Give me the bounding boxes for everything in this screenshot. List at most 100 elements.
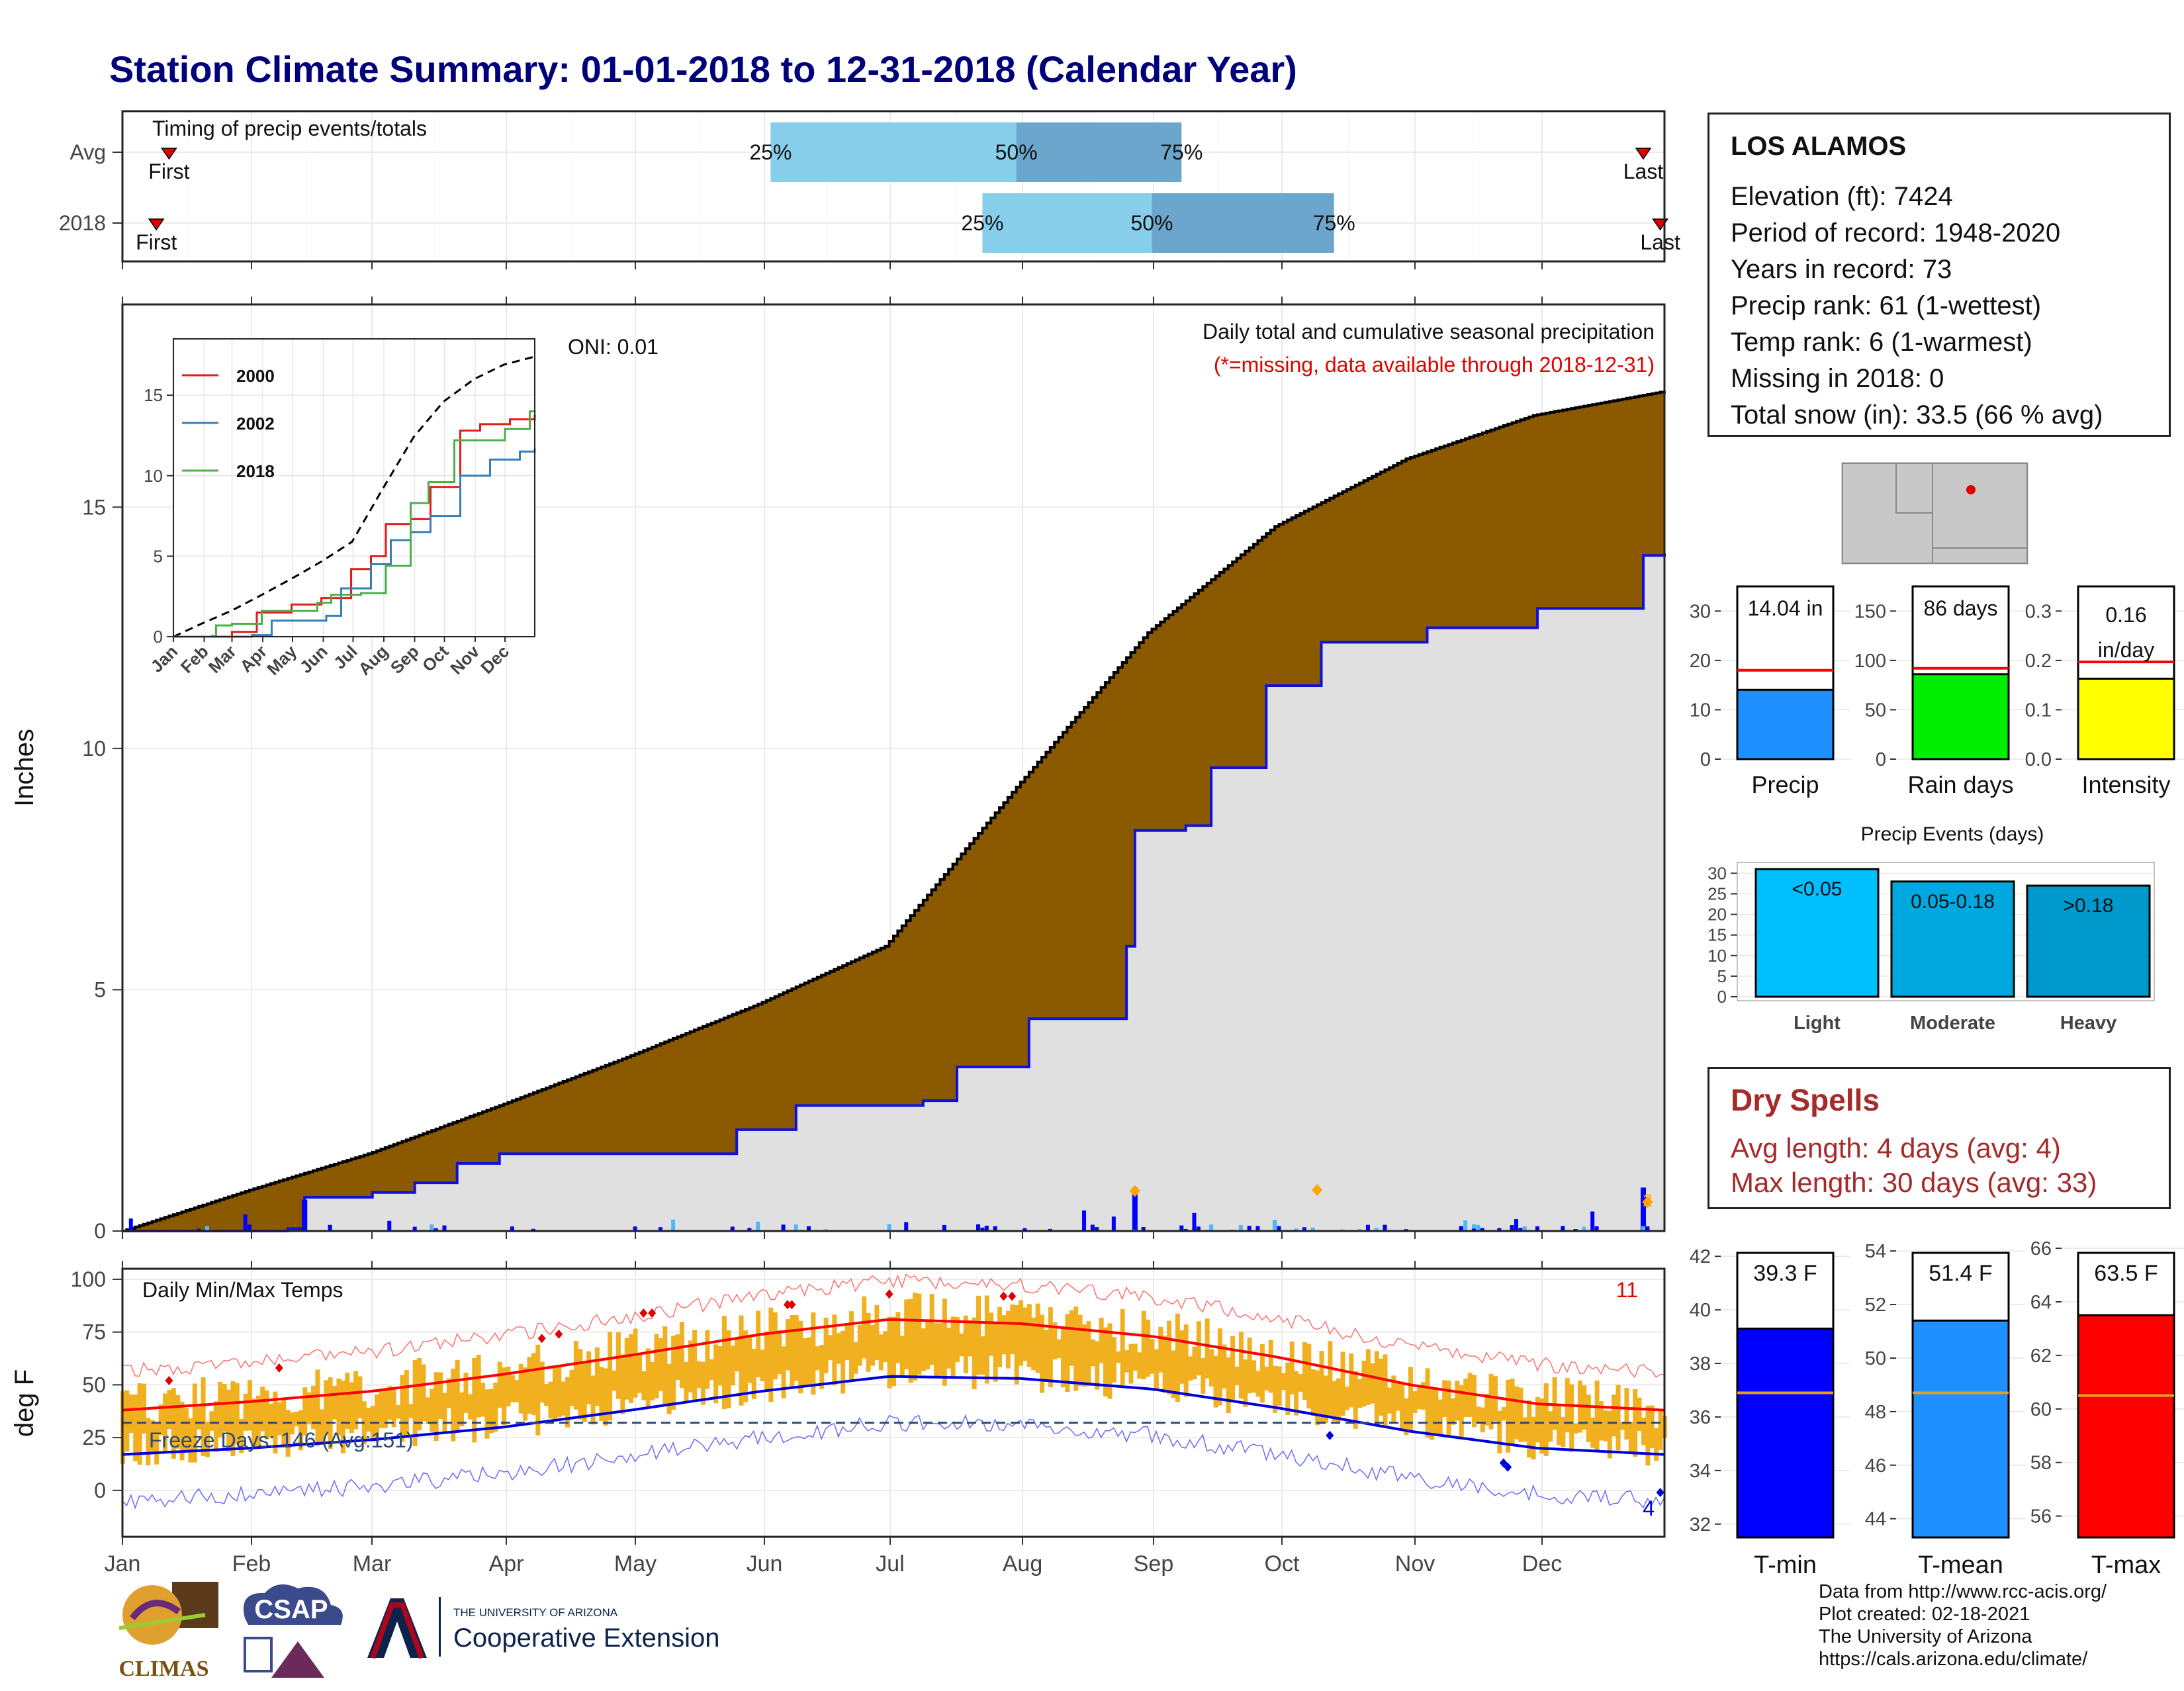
daily-temp-range-bar — [1132, 1344, 1138, 1371]
daily-temp-range-bar — [1222, 1344, 1227, 1389]
daily-temp-range-bar — [544, 1384, 549, 1406]
daily-temp-range-bar — [976, 1295, 981, 1375]
daily-temp-range-bar — [1450, 1398, 1455, 1425]
daily-temp-range-bar — [1353, 1371, 1358, 1429]
daily-temp-range-bar — [747, 1336, 752, 1383]
daily-temp-range-bar — [1238, 1332, 1244, 1399]
uofa-big-text: Cooperative Extension — [453, 1623, 720, 1653]
precip-bar-ytick-label: 0.1 — [2025, 700, 2052, 721]
temp-bar-label: T-mean — [1918, 1551, 2003, 1579]
precip-ytick-label: 10 — [82, 737, 106, 760]
daily-precip-bar — [1179, 1225, 1184, 1231]
daily-temp-range-bar — [328, 1377, 333, 1449]
daily-temp-range-bar — [1543, 1383, 1549, 1457]
timing-bar-50-75 — [1016, 122, 1182, 182]
daily-temp-range-bar — [510, 1375, 515, 1402]
daily-temp-range-bar — [777, 1330, 782, 1375]
dry-spells-title: Dry Spells — [1731, 1083, 1880, 1117]
daily-temp-range-bar — [561, 1381, 566, 1416]
daily-temp-range-bar — [277, 1402, 282, 1436]
daily-temp-range-bar — [315, 1369, 320, 1446]
daily-temp-range-bar — [1255, 1371, 1261, 1397]
daily-temp-range-bar — [1023, 1307, 1028, 1361]
daily-temp-range-bar — [1404, 1398, 1409, 1436]
daily-precip-bar — [1095, 1227, 1099, 1231]
daily-temp-range-bar — [963, 1315, 968, 1373]
daily-temp-range-bar — [1527, 1400, 1532, 1458]
daily-temp-range-bar — [1146, 1319, 1151, 1377]
daily-temp-range-bar — [666, 1363, 672, 1414]
daily-temp-range-bar — [506, 1366, 511, 1406]
daily-temp-range-bar — [1433, 1390, 1439, 1434]
daily-temp-range-bar — [929, 1294, 934, 1365]
precip-bar-ytick-label: 10 — [1690, 700, 1711, 721]
temp-bar-value-label: 63.5 F — [2094, 1261, 2158, 1286]
daily-temp-range-bar — [1484, 1394, 1490, 1426]
timing-first-marker — [148, 218, 165, 231]
daily-temp-range-bar — [302, 1387, 308, 1436]
daily-temp-range-bar — [1628, 1422, 1633, 1454]
precip-bar-label: Intensity — [2081, 771, 2170, 798]
daily-temp-range-bar — [1264, 1366, 1269, 1391]
daily-temp-range-bar — [1014, 1305, 1019, 1385]
daily-temp-range-bar — [1285, 1362, 1291, 1415]
daily-temp-range-bar — [345, 1372, 350, 1430]
precip-panel-border — [121, 303, 1666, 1232]
timing-p25-label: 25% — [961, 211, 1003, 235]
daily-temp-range-bar — [1061, 1328, 1066, 1388]
daily-temp-range-bar — [883, 1331, 888, 1363]
timing-p50-label: 50% — [995, 140, 1038, 164]
daily-temp-range-bar — [997, 1306, 1003, 1367]
daily-temp-range-bar — [1116, 1351, 1121, 1363]
temp-xtick-label: Jan — [105, 1551, 141, 1577]
station-info-box: LOS ALAMOS Elevation (ft): 7424 Period o… — [1707, 113, 2171, 437]
temp-bar-ytick-label: 62 — [2030, 1346, 2052, 1367]
daily-temp-range-bar — [1310, 1369, 1316, 1416]
credit-url: https://cals.arizona.edu/climate/ — [1819, 1649, 2088, 1670]
daily-precip-bar — [243, 1214, 248, 1231]
daily-temp-range-bar — [412, 1359, 418, 1447]
daily-temp-range-bar — [476, 1355, 481, 1418]
daily-temp-range-bar — [891, 1316, 896, 1387]
daily-temp-range-bar — [1128, 1344, 1134, 1384]
daily-temp-range-bar — [404, 1370, 409, 1438]
daily-temp-range-bar — [531, 1353, 536, 1416]
daily-temp-range-bar — [488, 1389, 494, 1434]
daily-temp-range-bar — [972, 1317, 977, 1390]
daily-temp-range-bar — [1510, 1379, 1515, 1445]
daily-precip-bar — [1463, 1220, 1468, 1231]
daily-temp-range-bar — [806, 1337, 811, 1386]
daily-precip-bar — [1277, 1226, 1281, 1231]
daily-precip-bar — [248, 1224, 252, 1231]
daily-precip-bar — [980, 1227, 985, 1231]
daily-temp-range-bar — [1315, 1370, 1320, 1426]
daily-temp-range-bar — [637, 1353, 642, 1393]
normal-max-line — [122, 1318, 1665, 1412]
daily-temp-range-bar — [1005, 1310, 1011, 1369]
daily-temp-range-bar — [1332, 1381, 1337, 1422]
daily-temp-range-bar — [557, 1366, 562, 1418]
events-bar-value-label: <0.05 — [1792, 878, 1843, 900]
timing-p75-label: 75% — [1313, 211, 1355, 235]
record-high-marker — [783, 1300, 792, 1310]
record-high-marker — [788, 1300, 796, 1310]
daily-temp-range-bar — [1506, 1379, 1511, 1453]
daily-temp-range-bar — [1361, 1360, 1367, 1407]
temp-ylabel: deg F — [10, 1369, 39, 1437]
temp-bar-value — [2077, 1314, 2175, 1539]
daily-temp-range-bar — [1150, 1339, 1155, 1374]
daily-precip-bar — [1640, 1187, 1646, 1231]
daily-temp-range-bar — [1234, 1366, 1240, 1386]
daily-temp-range-bar — [184, 1408, 189, 1452]
temp-bar-ytick-label: 64 — [2030, 1292, 2052, 1313]
daily-temp-range-bar — [1573, 1423, 1578, 1434]
daily-temp-range-bar — [772, 1312, 778, 1380]
daily-precip-bar — [1497, 1228, 1502, 1231]
daily-precip-bar — [1310, 1227, 1315, 1231]
daily-temp-range-bar — [1230, 1336, 1236, 1402]
precip-bar-value-label: 0.16 — [2105, 603, 2146, 627]
daily-precip-bar — [976, 1224, 981, 1231]
page-title: Station Climate Summary: 01-01-2018 to 1… — [109, 48, 1297, 90]
daily-temp-range-bar — [387, 1386, 392, 1420]
daily-temp-range-bar — [802, 1338, 807, 1386]
